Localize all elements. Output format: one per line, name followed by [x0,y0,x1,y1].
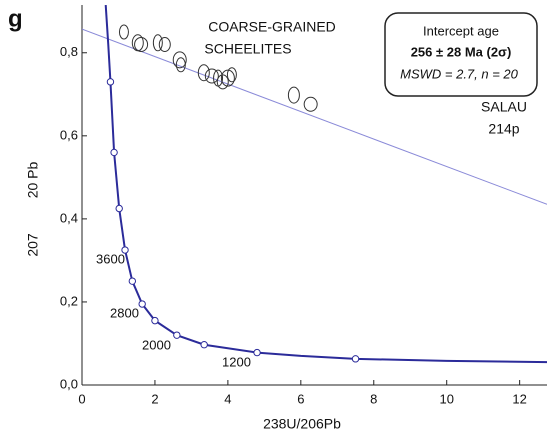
age-label: 2800 [110,305,139,320]
box-line: Intercept age [423,23,499,38]
data-ellipse [303,96,318,112]
data-ellipse [118,24,129,40]
data-ellipse [175,57,186,73]
concordia-point [200,341,208,349]
x-tick-label: 8 [370,391,377,406]
x-axis-label: 238U/206Pb [263,416,341,432]
concordia-point [121,246,129,254]
data-ellipse [204,68,219,84]
data-ellipse [287,86,300,104]
plot-area [82,5,547,364]
concordia-point [138,300,146,308]
chart-subtitle: SCHEELITES [204,41,291,57]
x-tick-label: 12 [512,391,526,406]
panel-label: g [8,5,23,32]
concordia-point [151,316,159,325]
concordia-point [115,204,123,213]
concordia-point [128,277,137,285]
chart-title: COARSE-GRAINED [208,19,336,35]
y-axis-label: 207 [25,233,41,257]
x-tick-label: 10 [439,391,453,406]
y-tick-label: 0,6 [60,127,78,142]
box-line: 256 ± 28 Ma (2σ) [411,44,512,59]
y-tick-label: 0,0 [60,376,78,391]
concordia-point [106,78,115,86]
sample-label: 214p [488,121,519,137]
age-label: 3600 [96,251,125,266]
data-ellipse [220,69,235,87]
y-tick-label: 0,8 [60,44,78,59]
info-box [384,12,538,97]
concordia-point [351,355,360,363]
data-ellipse [226,67,237,83]
y-tick-label: 0,4 [60,210,78,225]
data-ellipse [152,34,163,52]
y-axis-label: 20 Pb [25,161,41,198]
line [82,28,547,205]
data-ellipse [172,51,187,69]
age-label: 2000 [142,337,171,352]
sample-label: SALAU [481,99,527,115]
concordia-point [110,148,118,157]
x-tick-label: 6 [297,391,304,406]
x-tick-label: 0 [78,391,85,406]
concordia-point [173,331,181,339]
x-tick-label: 2 [151,391,158,406]
y-tick-label: 0,2 [60,293,78,308]
box-line: MSWD = 2.7, n = 20 [400,66,519,81]
concordia-point [253,348,261,357]
age-label: 1200 [222,354,251,369]
x-tick-label: 4 [224,391,231,406]
line [104,5,547,364]
data-ellipse [197,64,210,82]
data-ellipse [158,36,171,52]
data-ellipse [216,74,229,90]
data-ellipse [134,36,149,52]
